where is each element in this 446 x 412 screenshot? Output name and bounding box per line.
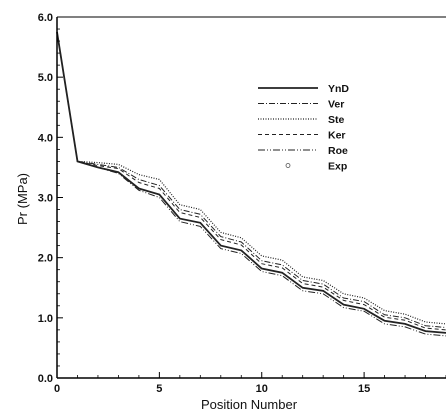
legend-marker-exp <box>285 163 291 168</box>
legend-label-ste: Ste <box>328 114 345 126</box>
x-tick-label: 5 <box>156 383 162 395</box>
y-tick-label: 6.0 <box>38 12 53 24</box>
series-line-ste <box>56 31 446 325</box>
y-tick-label: 1.0 <box>38 313 53 325</box>
legend-label-ker: Ker <box>328 130 346 142</box>
y-tick-label: 3.0 <box>38 193 53 205</box>
x-tick-label: 15 <box>358 383 370 395</box>
y-tick-label: 4.0 <box>38 132 53 144</box>
y-tick-label: 5.0 <box>38 72 53 84</box>
legend-label-exp: Exp <box>328 161 347 173</box>
y-axis-title: Pr (MPa) <box>15 173 30 225</box>
legend: YnD Ver Ste Ker Roe Exp <box>258 83 349 173</box>
legend-label-ver: Ver <box>328 99 344 111</box>
series-line-ker <box>56 31 446 331</box>
legend-label-roe: Roe <box>328 145 348 157</box>
y-tick-label: 0.0 <box>38 373 53 385</box>
axes-layer: 0.0 1.0 2.0 3.0 4.0 5.0 6.0 0 5 10 15 <box>38 12 446 395</box>
y-tick-label: 2.0 <box>38 253 53 265</box>
series-line-ynd <box>56 31 446 334</box>
legend-label-ynd: YnD <box>328 83 349 95</box>
x-axis-title: Position Number <box>201 397 298 412</box>
series-layer <box>56 31 446 337</box>
x-tick-label: 10 <box>256 383 268 395</box>
series-line-ver <box>56 31 446 328</box>
series-line-roe <box>56 31 446 337</box>
x-tick-label: 0 <box>54 383 60 395</box>
